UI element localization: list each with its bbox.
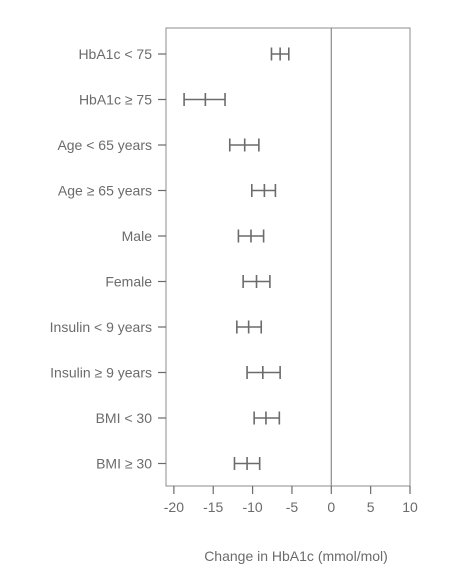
- estimate-group: [253, 411, 281, 425]
- category-label: Age < 65 years: [57, 137, 152, 153]
- x-tick-label: -5: [286, 499, 299, 515]
- category-label: HbA1c ≥ 75: [79, 92, 152, 108]
- category-label: Age ≥ 65 years: [58, 183, 152, 199]
- estimate-group: [183, 93, 226, 106]
- x-tick-label: 10: [402, 499, 418, 515]
- x-tick-label: -20: [164, 499, 184, 515]
- x-tick-label: 0: [327, 499, 335, 515]
- estimate-group: [242, 275, 271, 288]
- estimate-group: [250, 184, 277, 197]
- category-label: HbA1c < 75: [78, 46, 152, 62]
- category-ticks: [158, 53, 166, 465]
- category-label: Female: [105, 274, 152, 290]
- estimate-group: [236, 320, 263, 334]
- category-label: Insulin < 9 years: [50, 319, 152, 335]
- category-label: Male: [122, 228, 153, 244]
- category-label: BMI ≥ 30: [96, 456, 152, 472]
- plot-border: [165, 27, 411, 487]
- x-tick-label: -15: [203, 499, 223, 515]
- x-axis-title: Change in HbA1c (mmol/mol): [204, 548, 388, 564]
- category-label: BMI < 30: [96, 410, 153, 426]
- x-tick-label: -10: [242, 499, 262, 515]
- estimate-group: [237, 229, 265, 243]
- x-axis-ticks: -20 -15 -10 -5 0 5 10: [164, 486, 418, 515]
- estimate-group: [228, 138, 260, 152]
- estimate-marks: [183, 47, 290, 470]
- estimate-group: [246, 366, 281, 379]
- estimate-group: [270, 47, 290, 61]
- plot-frame: [165, 27, 411, 487]
- x-tick-label: 5: [367, 499, 375, 515]
- estimate-group: [233, 457, 261, 470]
- category-label: Insulin ≥ 9 years: [50, 365, 152, 381]
- category-labels: HbA1c < 75 HbA1c ≥ 75 Age < 65 years Age ≥ …: [50, 46, 153, 472]
